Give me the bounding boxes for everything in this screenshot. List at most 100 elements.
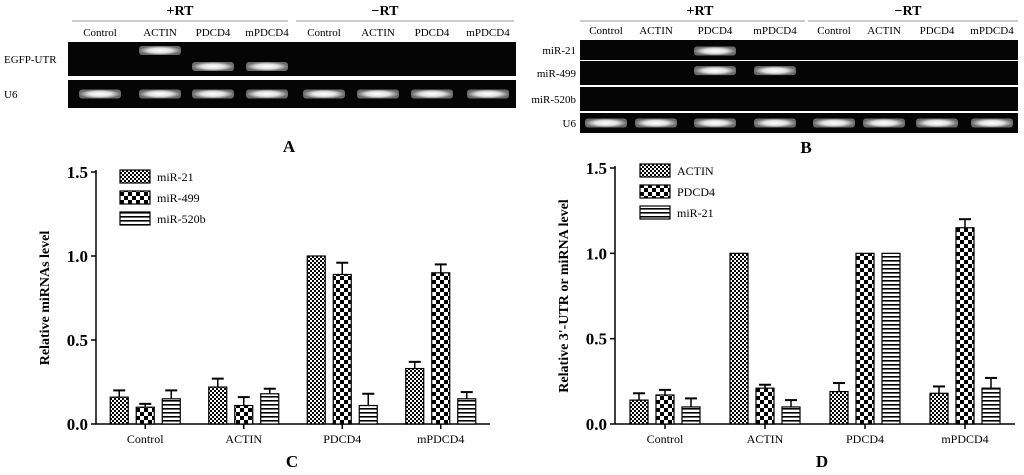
panel-a: +RT −RT Control ACTIN PDCD4 mPDCD4 Control AC… <box>4 4 516 156</box>
panel-b-gel-band <box>863 118 905 128</box>
panel-c-bar <box>332 273 352 425</box>
panel-d-bar <box>755 387 775 425</box>
panel-c-bar <box>306 255 326 425</box>
panel-a-column-label: Control <box>83 27 117 39</box>
panel-b-column-label: mPDCD4 <box>970 25 1014 37</box>
panel-a-column-label: ACTIN <box>361 27 395 39</box>
panel-a-column-label: PDCD4 <box>415 27 450 39</box>
panel-b-gel-strip <box>580 40 1018 60</box>
panel-b-row-label: miR-520b <box>531 94 576 106</box>
panel-c-y-tick-label: 0.5 <box>67 331 88 350</box>
panel-b-gel-band <box>971 118 1013 128</box>
panel-b-row-label: miR-499 <box>537 68 577 80</box>
panel-b-column-label: Control <box>589 25 623 37</box>
panel-b-column-label: ACTIN <box>867 25 901 37</box>
panel-a-group-minus: −RT <box>372 4 400 19</box>
panel-b-gel-band <box>754 118 796 128</box>
panel-b-column-label: Control <box>817 25 851 37</box>
panel-a-gel-band <box>357 89 399 99</box>
panel-d-legend-swatch <box>639 205 671 220</box>
panel-d-x-tick-label: Control <box>647 432 684 446</box>
panel-d-legend-swatch <box>639 163 671 178</box>
panel-d-bar <box>829 390 849 425</box>
panel-c-bar <box>234 404 254 425</box>
panel-c-bar <box>135 406 155 425</box>
panel-c-bar <box>457 398 477 425</box>
panel-a-group-plus: +RT <box>167 4 195 19</box>
panel-b-gel-strip <box>580 61 1018 85</box>
panel-c-legend-swatch <box>119 190 151 205</box>
panel-d-bar <box>729 252 749 425</box>
panel-a-gel-band <box>79 89 121 99</box>
panel-d-bar <box>855 252 875 425</box>
panel-d-y-tick-label: 1.5 <box>586 159 607 178</box>
panel-a-gel-strip <box>68 42 516 76</box>
panel-c-legend-swatch <box>119 169 151 184</box>
panel-b-column-label: mPDCD4 <box>753 25 797 37</box>
panel-b-gel-band <box>694 118 736 128</box>
panel-d-bar <box>929 392 949 425</box>
panel-a-gel-band <box>192 89 234 99</box>
panel-a-gel-band <box>411 89 453 99</box>
panel-c-x-tick-label: ACTIN <box>225 432 262 446</box>
panel-d-y-tick-label: 0.0 <box>586 415 607 434</box>
panel-b-column-label: ACTIN <box>639 25 673 37</box>
panel-d-legend-label: PDCD4 <box>677 185 715 199</box>
panel-c-bar <box>260 393 280 425</box>
panel-c-legend-label: miR-21 <box>157 170 194 184</box>
panel-d-letter: D <box>816 452 828 470</box>
panel-a-column-label: PDCD4 <box>196 27 231 39</box>
panel-d-x-tick-label: ACTIN <box>747 432 784 446</box>
panel-b-gel-band <box>813 118 855 128</box>
panel-b-gel-strip <box>580 113 1018 133</box>
panel-c-bar <box>405 367 425 425</box>
panel-c-y-axis-label: Relative miRNAs level <box>38 231 53 366</box>
panel-d-legend-swatch <box>639 184 671 199</box>
panel-c-legend-label: miR-499 <box>157 191 200 205</box>
panel-a-row-label: EGFP-UTR <box>4 54 57 66</box>
panel-a-column-label: ACTIN <box>143 27 177 39</box>
panel-c-bar <box>161 398 181 425</box>
panel-c-legend-label: miR-520b <box>157 212 206 226</box>
panel-d-chart: Relative 3'-UTR or miRNA level 0.0 0.5 1.0 1… <box>557 159 1015 446</box>
panel-b: +RT −RT Control ACTIN PDCD4 mPDCD4 Control AC… <box>531 4 1018 157</box>
panel-d-y-tick-label: 1.0 <box>586 244 607 263</box>
panel-c-letter: C <box>286 452 298 470</box>
panel-d-x-tick-label: mPDCD4 <box>941 432 988 446</box>
panel-a-letter: A <box>283 137 296 156</box>
panel-a-gel-band <box>246 89 288 99</box>
panel-b-column-label: PDCD4 <box>920 25 955 37</box>
panel-c-bar <box>358 404 378 425</box>
panel-a-gel-band <box>139 46 181 55</box>
panel-d-x-tick-label: PDCD4 <box>846 432 884 446</box>
panel-b-column-label: PDCD4 <box>698 25 733 37</box>
panel-d-y-axis-label: Relative 3'-UTR or miRNA level <box>557 199 572 392</box>
panel-c-y-tick-label: 1.0 <box>67 247 88 266</box>
panel-a-row-label: U6 <box>4 89 18 101</box>
panel-b-gel-strip <box>580 87 1018 111</box>
panel-a-column-label: Control <box>307 27 341 39</box>
panel-d-bar <box>981 387 1001 425</box>
panel-c-x-tick-label: mPDCD4 <box>417 432 464 446</box>
panel-c-bar <box>431 272 451 425</box>
panel-b-gel-band <box>754 66 796 76</box>
panel-c-bar <box>109 396 129 425</box>
panel-c-chart: Relative miRNAs level 0.0 0.5 1.0 1.5 Control… <box>38 163 490 446</box>
panel-a-gel-band <box>192 62 234 71</box>
panel-d-bar <box>681 406 701 425</box>
panel-d-bar <box>655 394 675 425</box>
panel-b-group-plus: +RT <box>687 4 715 19</box>
panel-b-gel-band <box>585 118 627 128</box>
panel-b-gel-band <box>694 66 736 76</box>
panel-b-row-label: miR-21 <box>542 45 576 57</box>
panel-a-gel-band <box>246 62 288 71</box>
panel-c-y-tick-label: 0.0 <box>67 415 88 434</box>
panel-c-bar <box>208 386 228 425</box>
panel-a-column-label: mPDCD4 <box>245 27 289 39</box>
panel-c-legend-swatch <box>119 211 151 226</box>
panel-b-group-minus: −RT <box>895 4 923 19</box>
panel-d-legend-label: miR-21 <box>677 206 714 220</box>
panel-b-gel-band <box>916 118 958 128</box>
